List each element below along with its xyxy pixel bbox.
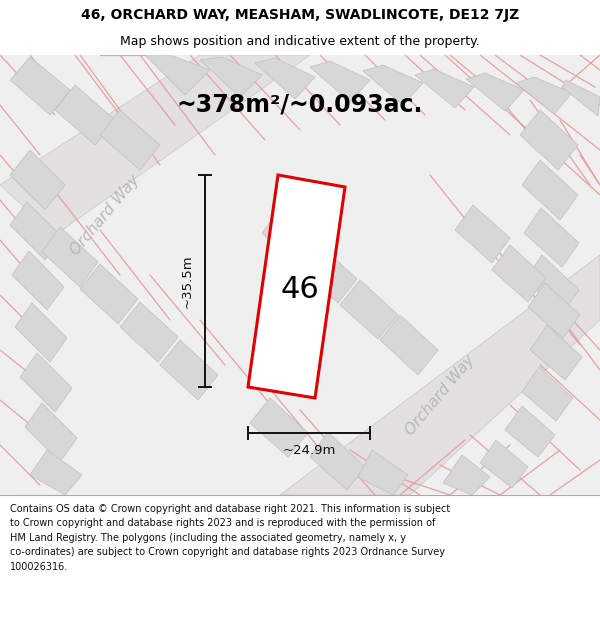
Text: ~35.5m: ~35.5m	[181, 254, 193, 308]
Polygon shape	[248, 175, 345, 398]
Polygon shape	[466, 73, 524, 111]
Polygon shape	[522, 367, 573, 421]
Text: Map shows position and indicative extent of the property.: Map shows position and indicative extent…	[120, 35, 480, 48]
Polygon shape	[300, 244, 357, 303]
Polygon shape	[358, 450, 408, 495]
Polygon shape	[380, 315, 438, 375]
Polygon shape	[522, 160, 578, 220]
Polygon shape	[120, 302, 178, 362]
Polygon shape	[516, 77, 572, 114]
Polygon shape	[310, 432, 365, 490]
Polygon shape	[55, 85, 115, 145]
Polygon shape	[100, 110, 160, 170]
Text: ~378m²/~0.093ac.: ~378m²/~0.093ac.	[177, 93, 423, 117]
Polygon shape	[455, 205, 510, 263]
Polygon shape	[562, 80, 600, 116]
Polygon shape	[415, 69, 474, 108]
Polygon shape	[530, 325, 582, 380]
Text: 46: 46	[281, 276, 319, 304]
Polygon shape	[30, 450, 82, 495]
Polygon shape	[10, 202, 62, 260]
Polygon shape	[10, 150, 65, 210]
Polygon shape	[525, 255, 579, 313]
Text: ~24.9m: ~24.9m	[283, 444, 335, 458]
Polygon shape	[280, 255, 600, 495]
Polygon shape	[443, 455, 490, 495]
Polygon shape	[363, 65, 423, 105]
Text: Contains OS data © Crown copyright and database right 2021. This information is : Contains OS data © Crown copyright and d…	[10, 504, 450, 572]
Polygon shape	[25, 403, 77, 462]
Polygon shape	[310, 61, 370, 102]
Text: Orchard Way: Orchard Way	[403, 352, 478, 437]
Polygon shape	[12, 251, 64, 310]
Polygon shape	[15, 303, 67, 362]
Text: Orchard Way: Orchard Way	[67, 173, 143, 258]
Text: 46, ORCHARD WAY, MEASHAM, SWADLINCOTE, DE12 7JZ: 46, ORCHARD WAY, MEASHAM, SWADLINCOTE, D…	[81, 8, 519, 22]
Polygon shape	[80, 264, 138, 324]
Polygon shape	[262, 208, 319, 267]
Polygon shape	[0, 55, 310, 235]
Polygon shape	[42, 227, 98, 287]
Polygon shape	[480, 440, 528, 488]
Polygon shape	[505, 406, 555, 457]
Polygon shape	[10, 57, 70, 115]
Polygon shape	[160, 340, 218, 400]
Polygon shape	[255, 58, 315, 99]
Polygon shape	[250, 398, 308, 457]
Polygon shape	[524, 208, 579, 267]
Polygon shape	[528, 283, 580, 338]
Polygon shape	[492, 245, 546, 302]
Polygon shape	[340, 280, 398, 339]
Polygon shape	[200, 57, 262, 97]
Polygon shape	[20, 353, 72, 412]
Polygon shape	[145, 55, 210, 95]
Polygon shape	[520, 110, 578, 170]
